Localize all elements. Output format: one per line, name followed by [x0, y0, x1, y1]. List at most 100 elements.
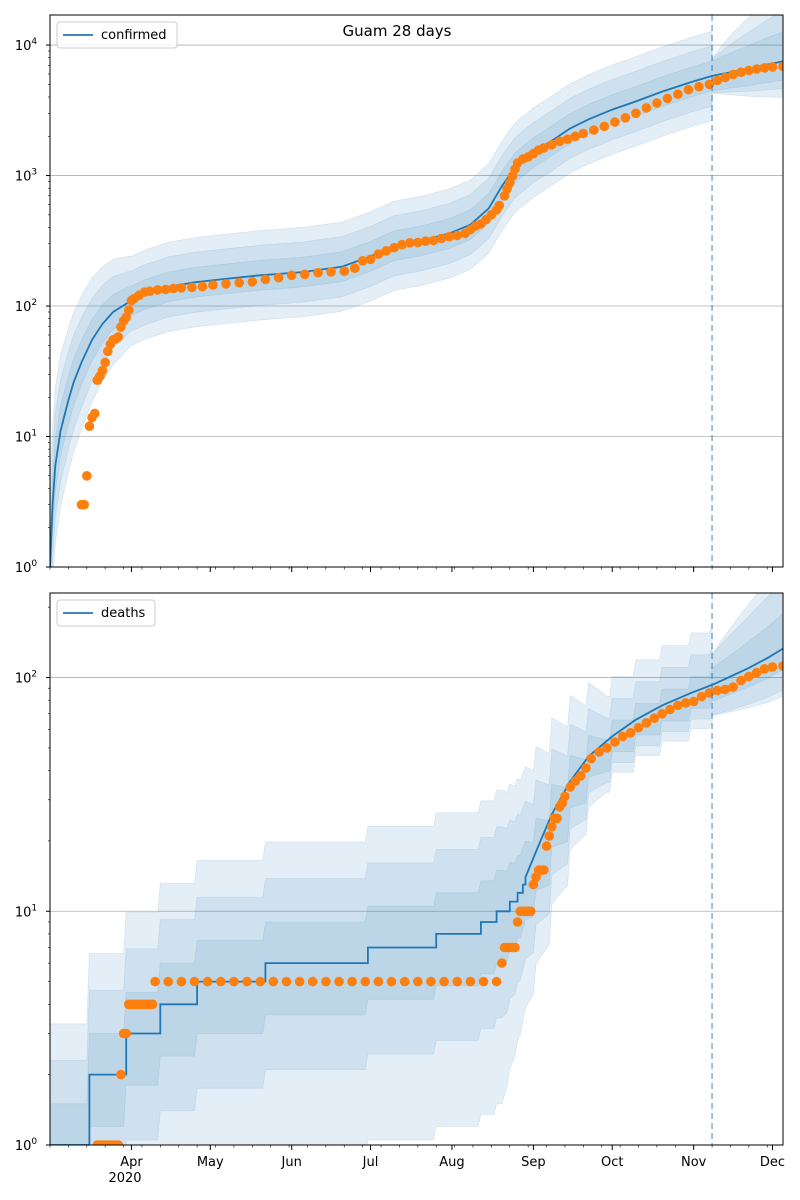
deaths-observed-point: [575, 771, 586, 781]
confirmed-observed-point: [247, 277, 258, 287]
deaths-observed-point: [736, 675, 746, 686]
deaths-observed-point: [202, 976, 213, 987]
deaths-observed-point: [633, 722, 644, 733]
confirmed-observed-point: [152, 285, 163, 295]
confirmed-observed-points: [76, 61, 783, 510]
deaths-grid: [50, 677, 783, 912]
confirmed-legend-box: [56, 21, 178, 49]
confirmed-observed-point: [234, 277, 244, 288]
confirmed-observed-point: [89, 408, 100, 419]
deaths-observed-point: [544, 831, 554, 841]
deaths-observed-point: [728, 682, 738, 692]
confirmed-y-ticks: 100 101 102 103 104: [15, 37, 50, 576]
deaths-legend-box: [56, 599, 156, 627]
confirmed-observed-point: [373, 249, 384, 259]
deaths-observed-point: [497, 958, 507, 968]
confirmed-observed-point: [578, 128, 589, 139]
confirmed-observed-point: [683, 84, 694, 95]
confirmed-observed-point: [413, 237, 423, 248]
confirmed-observed-point: [778, 61, 783, 72]
deaths-y-tick-label: 101: [15, 903, 37, 920]
confirmed-observed-point: [405, 238, 415, 248]
confirmed-observed-point: [744, 65, 754, 76]
deaths-legend: deaths: [56, 599, 156, 627]
confirmed-y-tick-label: 101: [15, 429, 37, 446]
confirmed-y-tick-label: 104: [15, 37, 38, 54]
confirmed-observed-point: [187, 282, 197, 293]
deaths-observed-point: [307, 976, 318, 987]
confirmed-observed-point: [79, 499, 89, 510]
confirmed-observed-point: [145, 286, 155, 297]
deaths-observed-point: [552, 813, 562, 824]
confirmed-observed-point: [84, 421, 95, 432]
confirmed-observed-point: [300, 269, 310, 280]
deaths-observed-point: [510, 942, 520, 953]
deaths-observed-point: [321, 976, 331, 987]
deaths-observed-point: [147, 999, 158, 1010]
confirmed-observed-point: [208, 280, 218, 290]
deaths-observed-point: [696, 691, 707, 702]
confirmed-legend-label: confirmed: [101, 28, 167, 43]
deaths-observed-point: [465, 976, 476, 987]
confirmed-observed-point: [326, 267, 336, 277]
confirmed-observed-point: [389, 242, 400, 253]
deaths-x-tick-label: Aug: [439, 1155, 464, 1170]
deaths-band-2: [50, 593, 783, 1145]
deaths-observed-point: [649, 713, 660, 723]
confirmed-y-tick-label: 102: [15, 298, 37, 315]
deaths-observed-point: [625, 728, 636, 738]
confirmed-observed-point: [539, 143, 549, 153]
deaths-observed-point: [478, 976, 489, 987]
deaths-observed-point: [586, 753, 596, 764]
deaths-observed-point: [255, 976, 265, 987]
confirmed-observed-point: [260, 274, 271, 285]
deaths-observed-point: [720, 684, 730, 695]
confirmed-observed-point: [197, 281, 208, 292]
deaths-observed-point: [426, 976, 436, 987]
deaths-observed-point: [751, 667, 762, 678]
deaths-observed-point: [560, 791, 570, 802]
confirmed-observed-point: [176, 283, 187, 293]
confirmed-observed-point: [662, 93, 673, 104]
confirmed-observed-point: [273, 272, 284, 283]
deaths-observed-point: [216, 976, 226, 987]
deaths-legend-label: deaths: [101, 606, 146, 621]
deaths-observed-point: [673, 700, 683, 711]
deaths-axes-frame: [49, 592, 784, 1146]
deaths-observed-point: [347, 976, 357, 987]
deaths-observed-point: [360, 976, 371, 987]
deaths-y-tick-label: 102: [15, 670, 37, 687]
deaths-x-tick-label: Dec: [760, 1155, 785, 1170]
confirmed-observed-point: [712, 75, 723, 86]
confirmed-observed-point: [736, 67, 746, 77]
confirmed-observed-point: [381, 246, 392, 256]
confirmed-observed-point: [82, 471, 92, 481]
confirmed-observed-point: [554, 136, 565, 147]
confirmed-observed-point: [286, 270, 297, 281]
deaths-observed-point: [334, 976, 344, 987]
deaths-y-ticks: 100 101 102: [15, 606, 50, 1154]
deaths-observed-point: [189, 976, 200, 987]
confirmed-observed-point: [436, 233, 447, 244]
deaths-observed-point: [641, 718, 652, 728]
confirmed-model-line: [50, 75, 713, 567]
deaths-observed-point: [113, 1140, 124, 1145]
confirmed-observed-point: [452, 230, 463, 241]
deaths-observed-point: [665, 704, 675, 715]
deaths-observed-point: [528, 879, 539, 890]
deaths-x-tick-label: Oct: [601, 1155, 623, 1170]
deaths-x-ticks: Apr May Jun Jul Aug Sep Oct Nov Dec: [49, 1145, 785, 1170]
deaths-observed-point: [617, 731, 628, 742]
deaths-observed-points: [92, 661, 783, 1145]
confirmed-observed-point: [124, 305, 134, 315]
confirmed-observed-point: [728, 69, 738, 80]
deaths-observed-point: [491, 976, 502, 987]
deaths-observed-point: [242, 976, 252, 987]
confirmed-observed-point: [610, 117, 620, 127]
confirmed-band-3: [50, 15, 783, 567]
confirmed-axes-frame: [49, 14, 784, 568]
confirmed-observed-point: [97, 365, 108, 376]
confirmed-y-tick-label: 103: [15, 168, 37, 185]
confirmed-panel: 100 101 102 103 104 Guam 28 days confirmed: [15, 14, 784, 576]
deaths-observed-point: [121, 1028, 131, 1039]
